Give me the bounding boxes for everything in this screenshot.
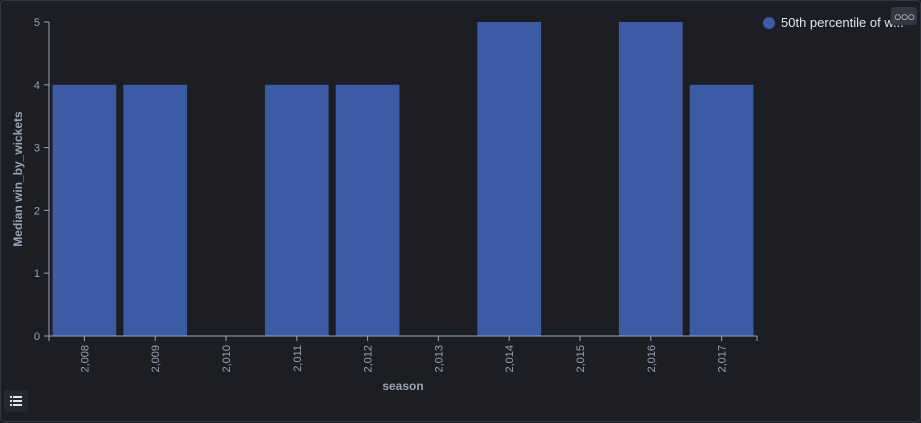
list-icon xyxy=(10,396,22,406)
bar xyxy=(335,84,400,336)
x-axis-title: season xyxy=(382,379,423,393)
legend-color-dot xyxy=(763,16,775,29)
y-tick-label: 1 xyxy=(34,268,40,280)
y-tick-label: 5 xyxy=(34,17,40,29)
bar xyxy=(618,22,683,336)
x-tick-label: 2,008 xyxy=(79,345,91,373)
y-tick-label: 3 xyxy=(34,143,40,155)
panel-options-button[interactable]: ○○○ xyxy=(891,7,917,25)
x-tick-label: 2,011 xyxy=(292,345,304,372)
x-tick-label: 2,016 xyxy=(646,345,658,373)
x-tick-label: 2,009 xyxy=(150,345,162,373)
y-tick-label: 4 xyxy=(34,80,40,92)
bar xyxy=(689,84,754,336)
legend-toggle-button[interactable] xyxy=(4,390,28,412)
x-tick-label: 2,017 xyxy=(717,345,729,373)
y-tick-label: 2 xyxy=(34,205,40,217)
ellipsis-icon: ○○○ xyxy=(893,8,916,24)
bar xyxy=(52,84,117,336)
x-tick-label: 2,015 xyxy=(575,345,587,373)
legend-label: 50th percentile of w... xyxy=(781,15,904,30)
y-axis-title: Median win_by_wickets xyxy=(11,111,25,247)
x-tick-label: 2,012 xyxy=(363,345,375,373)
bar xyxy=(477,22,542,336)
x-tick-label: 2,014 xyxy=(504,345,516,373)
x-tick-label: 2,010 xyxy=(221,345,233,373)
bar xyxy=(264,84,329,336)
x-tick-label: 2,013 xyxy=(433,345,445,373)
bar xyxy=(123,84,188,336)
y-tick-label: 0 xyxy=(34,331,40,343)
legend-item[interactable]: 50th percentile of w... xyxy=(763,15,904,30)
